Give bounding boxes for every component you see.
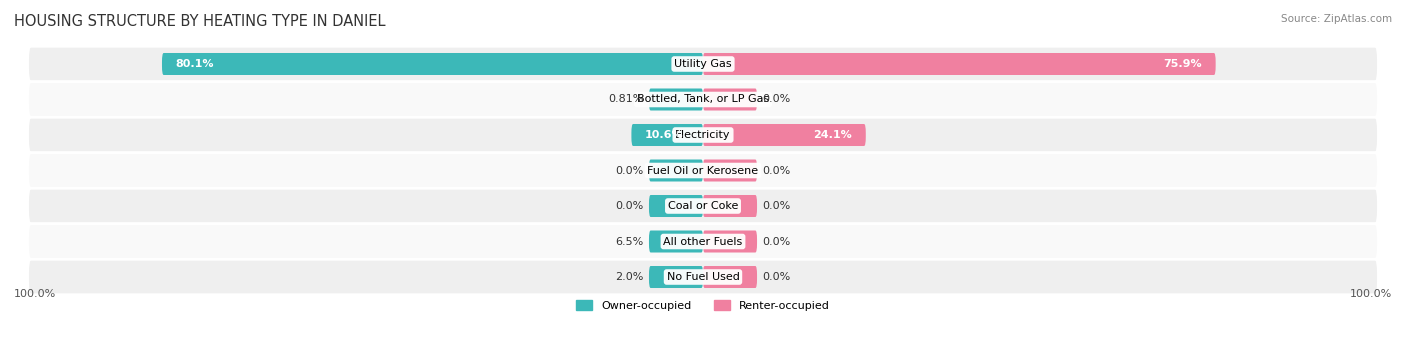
FancyBboxPatch shape [703, 53, 1216, 75]
FancyBboxPatch shape [28, 153, 1378, 188]
FancyBboxPatch shape [650, 160, 703, 181]
FancyBboxPatch shape [703, 231, 756, 252]
Text: 0.0%: 0.0% [762, 94, 790, 104]
Text: Electricity: Electricity [675, 130, 731, 140]
Text: 0.81%: 0.81% [609, 94, 644, 104]
Text: All other Fuels: All other Fuels [664, 237, 742, 247]
Text: 0.0%: 0.0% [616, 165, 644, 176]
Text: 0.0%: 0.0% [762, 201, 790, 211]
FancyBboxPatch shape [650, 195, 703, 217]
Text: 0.0%: 0.0% [616, 201, 644, 211]
Text: 2.0%: 2.0% [616, 272, 644, 282]
Text: No Fuel Used: No Fuel Used [666, 272, 740, 282]
FancyBboxPatch shape [28, 224, 1378, 259]
Text: Source: ZipAtlas.com: Source: ZipAtlas.com [1281, 14, 1392, 24]
Text: 0.0%: 0.0% [762, 237, 790, 247]
Text: 24.1%: 24.1% [814, 130, 852, 140]
FancyBboxPatch shape [703, 124, 866, 146]
FancyBboxPatch shape [28, 259, 1378, 295]
Text: 10.6%: 10.6% [645, 130, 683, 140]
Text: 80.1%: 80.1% [176, 59, 214, 69]
Text: HOUSING STRUCTURE BY HEATING TYPE IN DANIEL: HOUSING STRUCTURE BY HEATING TYPE IN DAN… [14, 14, 385, 29]
FancyBboxPatch shape [28, 46, 1378, 82]
FancyBboxPatch shape [703, 89, 756, 110]
FancyBboxPatch shape [703, 195, 756, 217]
FancyBboxPatch shape [631, 124, 703, 146]
Legend: Owner-occupied, Renter-occupied: Owner-occupied, Renter-occupied [571, 296, 835, 315]
Text: Coal or Coke: Coal or Coke [668, 201, 738, 211]
FancyBboxPatch shape [703, 266, 756, 288]
Text: 75.9%: 75.9% [1164, 59, 1202, 69]
FancyBboxPatch shape [28, 117, 1378, 153]
FancyBboxPatch shape [650, 266, 703, 288]
Text: 100.0%: 100.0% [14, 289, 56, 299]
Text: Utility Gas: Utility Gas [675, 59, 731, 69]
Text: 0.0%: 0.0% [762, 165, 790, 176]
FancyBboxPatch shape [28, 188, 1378, 224]
FancyBboxPatch shape [650, 231, 703, 252]
FancyBboxPatch shape [28, 82, 1378, 117]
FancyBboxPatch shape [650, 89, 703, 110]
Text: 0.0%: 0.0% [762, 272, 790, 282]
Text: Bottled, Tank, or LP Gas: Bottled, Tank, or LP Gas [637, 94, 769, 104]
Text: 100.0%: 100.0% [1350, 289, 1392, 299]
FancyBboxPatch shape [162, 53, 703, 75]
Text: 6.5%: 6.5% [616, 237, 644, 247]
Text: Fuel Oil or Kerosene: Fuel Oil or Kerosene [647, 165, 759, 176]
FancyBboxPatch shape [703, 160, 756, 181]
